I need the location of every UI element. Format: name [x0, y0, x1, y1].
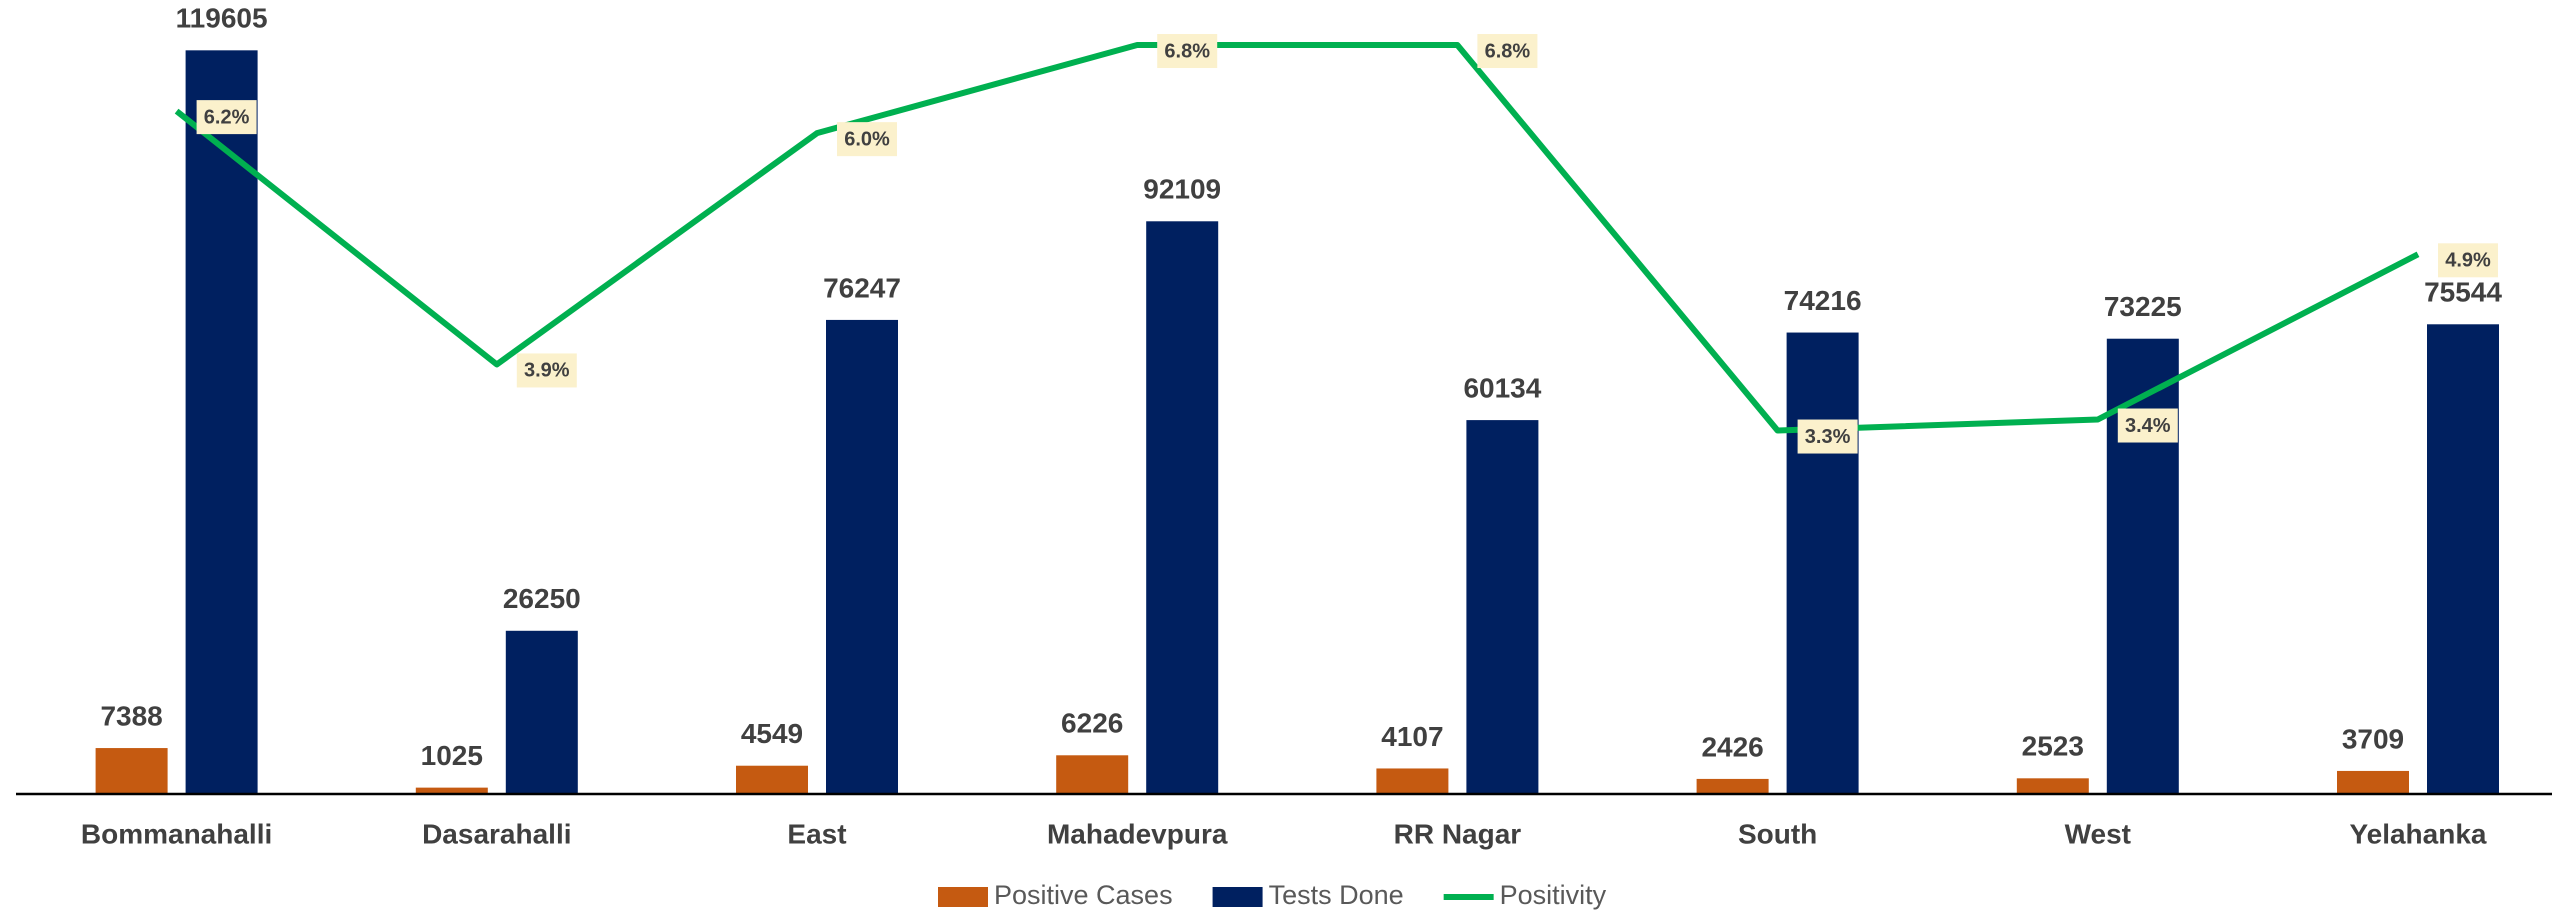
bar: [1056, 755, 1129, 794]
bar-value-label: 75544: [2424, 277, 2502, 308]
bar-value-label: 26250: [503, 583, 581, 614]
legend-label: Positive Cases: [994, 880, 1173, 910]
bar-value-label: 4549: [741, 718, 803, 749]
legend-swatch: [938, 887, 988, 907]
line-label-bg: [837, 122, 897, 157]
x-tick-label: Mahadevpura: [1047, 818, 1228, 849]
bar-value-label: 1025: [421, 740, 483, 771]
bar-value-label: 119605: [176, 3, 268, 34]
line-label-bg: [2117, 408, 2178, 443]
bar-value-label: 2426: [1701, 731, 1763, 762]
line-value-label: 3.9%: [524, 360, 570, 382]
bar: [826, 319, 898, 794]
x-tick-label: Bommanahalli: [81, 818, 272, 849]
bar-value-label: 6226: [1061, 708, 1123, 739]
legend-label: Positivity: [1500, 880, 1607, 910]
x-tick-label: South: [1738, 818, 1817, 849]
legend-label: Tests Done: [1269, 880, 1404, 910]
bar-value-label: 60134: [1463, 372, 1541, 403]
line-value-label: 6.8%: [1164, 40, 1210, 62]
x-tick-label: RR Nagar: [1394, 818, 1522, 849]
bar: [95, 748, 168, 794]
bar-value-label: 76247: [823, 272, 901, 303]
bar-value-label: 92109: [1143, 174, 1221, 205]
bar-value-label: 7388: [100, 700, 162, 731]
bar: [2337, 770, 2409, 794]
x-tick-label: Dasarahalli: [422, 818, 571, 849]
bar: [1466, 420, 1539, 794]
bar: [1146, 221, 1219, 794]
line-label-bg: [196, 100, 257, 135]
line-label-bg: [2438, 243, 2498, 278]
bar: [185, 50, 258, 795]
bar: [1696, 778, 1769, 794]
line-value-label: 3.4%: [2125, 415, 2171, 437]
bar-value-label: 73225: [2104, 291, 2182, 322]
line-value-label: 6.0%: [844, 128, 890, 150]
bar: [1376, 768, 1449, 794]
x-tick-label: Yelahanka: [2350, 818, 2487, 849]
bar-value-label: 2523: [2022, 731, 2084, 762]
bar: [1786, 332, 1859, 794]
x-tick-label: West: [2065, 818, 2131, 849]
bar: [2016, 778, 2089, 794]
bar-value-label: 74216: [1784, 285, 1862, 316]
line-series: [174, 42, 2420, 434]
line-value-label: 3.3%: [1805, 426, 1851, 448]
bar-value-label: 4107: [1381, 721, 1443, 752]
line-value-label: 4.9%: [2445, 250, 2491, 272]
bar-value-label: 3709: [2342, 723, 2404, 754]
line-label-bg: [1157, 34, 1218, 69]
line-label-bg: [516, 353, 577, 388]
x-tick-label: East: [787, 818, 846, 849]
line-value-label: 6.2%: [204, 106, 250, 128]
bar: [505, 630, 578, 794]
legend-swatch: [1212, 887, 1263, 907]
line-label-bg: [1797, 419, 1858, 454]
line-value-label: 6.8%: [1485, 40, 1531, 62]
bar: [736, 765, 808, 794]
line-label-bg: [1477, 34, 1538, 69]
bar: [2427, 324, 2499, 794]
bar: [415, 787, 488, 794]
